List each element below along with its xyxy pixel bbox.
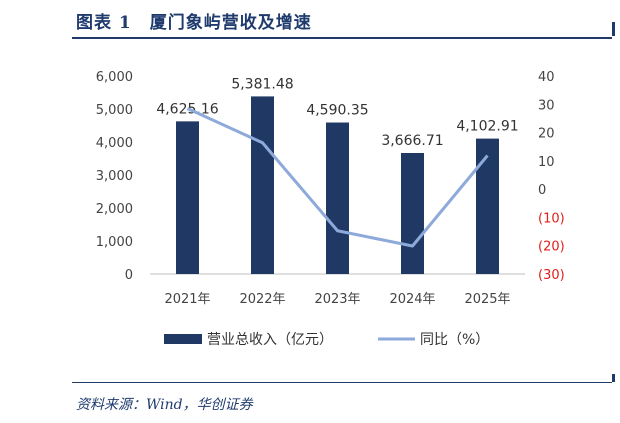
edge-marker-bottom [612,374,615,382]
edge-marker-top [612,22,615,36]
y-right-tick-label: 30 [538,98,555,113]
x-tick-label: 2025年 [464,292,510,307]
y-left-tick-label: 2,000 [96,202,133,217]
revenue-bar [401,152,424,274]
x-tick-label: 2022年 [239,292,285,307]
y-left-tick-label: 6,000 [96,70,133,85]
revenue-bar [176,121,199,274]
y-right-tick-label: 20 [538,127,555,142]
revenue-data-label: 4,102.91 [456,119,518,135]
y-right-tick-label: (20) [538,240,565,255]
yoy-growth-line [186,107,489,248]
legend-bar-swatch [164,334,202,344]
legend-label-revenue: 营业总收入（亿元） [207,332,333,348]
revenue-bar [476,138,499,274]
y-right-tick-label: (30) [538,268,565,283]
title-divider [72,37,612,39]
y-right-tick-label: 40 [538,70,555,85]
y-right-tick-label: 0 [538,183,546,198]
revenue-bar [326,122,349,274]
y-left-tick-label: 1,000 [96,235,133,250]
y-left-tick-label: 5,000 [96,103,133,118]
y-left-tick-label: 0 [125,268,133,283]
revenue-bar [251,96,274,274]
source-divider [72,382,612,383]
legend-label-yoy: 同比（%） [420,332,489,348]
revenue-data-label: 5,381.48 [231,76,293,92]
y-right-tick-label: (10) [538,211,565,226]
y-left-tick-label: 4,000 [96,136,133,151]
x-tick-label: 2023年 [314,292,360,307]
y-right-tick-label: 10 [538,155,555,170]
revenue-data-label: 3,666.71 [381,133,443,149]
chart-title: 图表 1 厦门象屿营收及增速 [76,13,312,33]
source-note: 资料来源：Wind，华创证券 [76,397,253,413]
revenue-data-label: 4,590.35 [306,103,368,119]
x-tick-label: 2021年 [164,292,210,307]
x-tick-label: 2024年 [389,292,435,307]
y-left-tick-label: 3,000 [96,169,133,184]
